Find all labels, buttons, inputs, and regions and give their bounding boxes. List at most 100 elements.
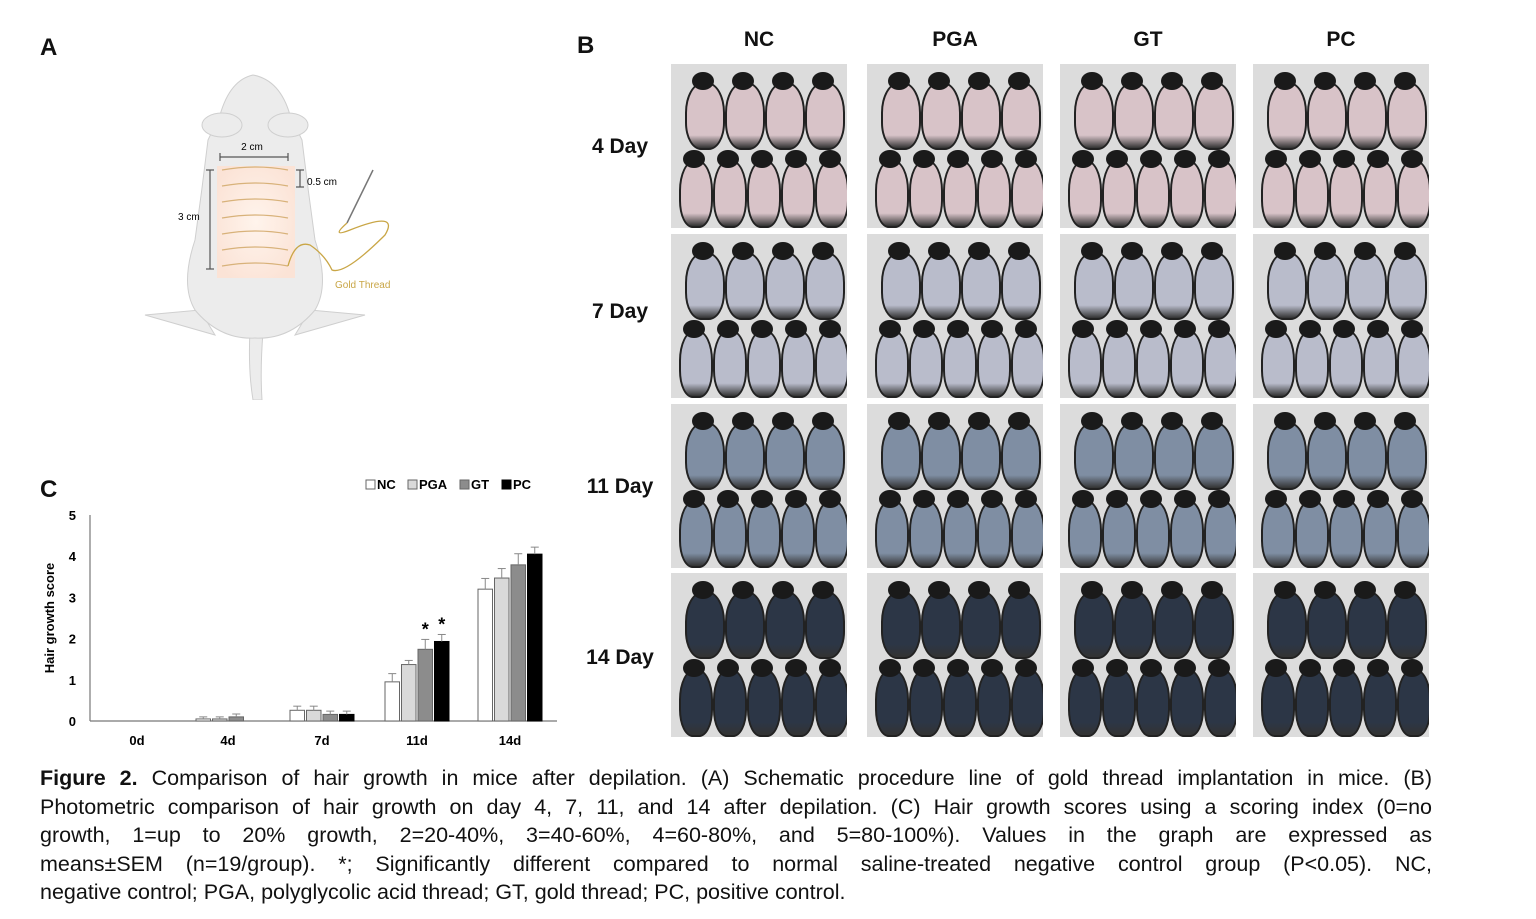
mouse-head	[928, 581, 950, 599]
row-header-7-day: 7 Day	[591, 300, 649, 323]
mouse	[713, 330, 747, 398]
mouse-head	[1140, 490, 1162, 508]
caption-line: growth, 1=up to 20% growth, 2=20-40%, 3=…	[40, 823, 1432, 847]
x-tick-label: 11d	[406, 733, 428, 748]
mouse-head	[732, 581, 754, 599]
mouse	[1363, 330, 1397, 398]
mouse-head	[732, 242, 754, 260]
mouse-head	[772, 581, 794, 599]
mouse-head	[981, 320, 1003, 338]
mouse-head	[1265, 659, 1287, 677]
mouse	[1387, 252, 1427, 320]
mouse	[1154, 591, 1194, 659]
mouse-photo-pc-11-day	[1253, 404, 1429, 568]
bar-pga-4d	[212, 718, 228, 722]
row-header-4-day: 4 Day	[591, 135, 649, 158]
mouse-head	[1401, 659, 1423, 677]
mouse-head	[1201, 242, 1223, 260]
figure-caption: Figure 2. Comparison of hair growth in m…	[40, 764, 1432, 907]
mouse-head	[1072, 150, 1094, 168]
mouse	[943, 330, 977, 398]
mouse-head	[1274, 72, 1296, 90]
mouse	[961, 591, 1001, 659]
mouse-head	[1174, 659, 1196, 677]
mouse-head	[785, 320, 807, 338]
mouse-head	[1394, 581, 1416, 599]
mouse	[1295, 669, 1329, 737]
mouse	[1102, 330, 1136, 398]
mouse-head	[1265, 150, 1287, 168]
mouse-head	[1299, 659, 1321, 677]
mouse-head	[1333, 320, 1355, 338]
mouse-head	[1161, 581, 1183, 599]
legend-swatch-pga	[407, 479, 418, 490]
mouse-head	[1140, 659, 1162, 677]
mouse-head	[1174, 150, 1196, 168]
mouse	[1074, 591, 1114, 659]
mouse	[1267, 82, 1307, 150]
mouse-head	[692, 412, 714, 430]
mouse-head	[1208, 659, 1230, 677]
mouse	[875, 500, 909, 568]
mouse-head	[1274, 581, 1296, 599]
mouse	[747, 330, 781, 398]
mouse-head	[1140, 150, 1162, 168]
mouse-head	[1081, 72, 1103, 90]
significance-marker: *	[422, 619, 429, 639]
mouse	[805, 591, 845, 659]
mouse	[1102, 669, 1136, 737]
mouse	[1068, 500, 1102, 568]
mouse	[1011, 669, 1043, 737]
mouse-head	[812, 242, 834, 260]
mouse	[961, 422, 1001, 490]
mouse-head	[1208, 320, 1230, 338]
mouse-head	[785, 659, 807, 677]
mouse	[1347, 82, 1387, 150]
mouse	[1261, 330, 1295, 398]
x-tick-label: 7d	[314, 733, 329, 748]
mouse	[1295, 160, 1329, 228]
significance-marker: *	[438, 614, 445, 634]
mouse	[961, 252, 1001, 320]
mouse-head	[717, 320, 739, 338]
mouse	[1114, 422, 1154, 490]
mouse-head	[1354, 242, 1376, 260]
mouse	[1154, 82, 1194, 150]
mouse-head	[981, 490, 1003, 508]
mouse-head	[692, 581, 714, 599]
mouse	[747, 500, 781, 568]
mouse-head	[947, 490, 969, 508]
mouse-schematic: 2 cm 0.5 cm 3 cm Gold Thread	[144, 74, 390, 400]
legend-swatch-pc	[501, 479, 512, 490]
mouse	[1363, 160, 1397, 228]
mouse-photo-pga-4-day	[867, 64, 1043, 228]
mouse	[1267, 591, 1307, 659]
mouse	[1074, 252, 1114, 320]
mouse	[1329, 669, 1363, 737]
mouse-head	[1161, 412, 1183, 430]
y-tick-label: 3	[69, 590, 76, 605]
mouse-head	[1299, 150, 1321, 168]
mouse-head	[1201, 581, 1223, 599]
mouse-head	[913, 490, 935, 508]
mouse-head	[1081, 581, 1103, 599]
mouse	[1261, 160, 1295, 228]
mouse-head	[879, 659, 901, 677]
bar-gt-14d	[510, 564, 526, 722]
legend-swatch-nc	[365, 479, 376, 490]
mouse-photo-pc-14-day	[1253, 573, 1429, 737]
mouse	[815, 160, 847, 228]
mouse-photo-pc-7-day	[1253, 234, 1429, 398]
mouse-head	[751, 659, 773, 677]
mouse	[1068, 160, 1102, 228]
mouse	[805, 422, 845, 490]
mouse	[1267, 422, 1307, 490]
mouse	[977, 669, 1011, 737]
mouse	[1397, 669, 1429, 737]
mouse-head	[683, 490, 705, 508]
bar-pc-14d	[527, 553, 543, 722]
mouse	[943, 500, 977, 568]
mouse-head	[1121, 581, 1143, 599]
mouse	[909, 160, 943, 228]
x-tick-label: 0d	[129, 733, 144, 748]
